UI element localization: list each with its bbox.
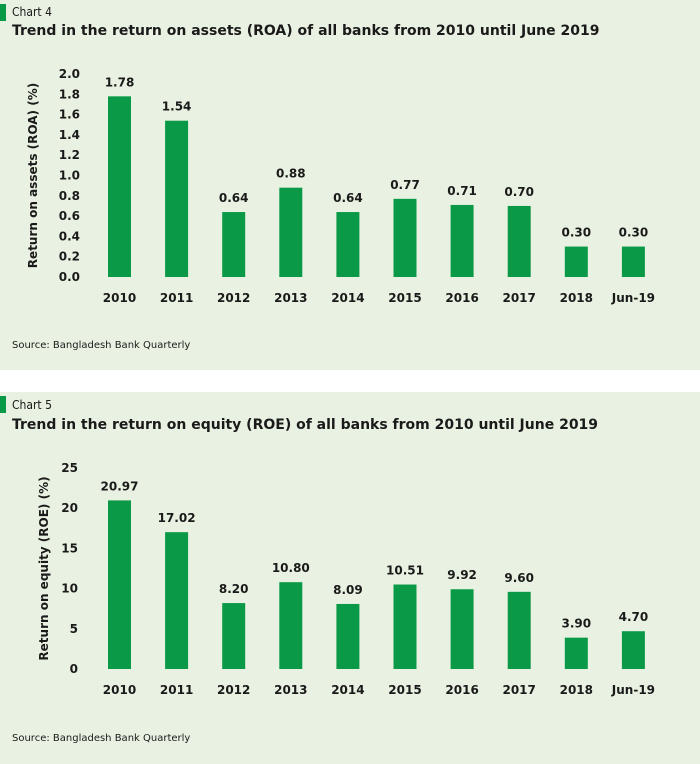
bar [165,120,189,277]
x-tick-label: 2014 [331,683,364,697]
data-label: 0.71 [447,184,477,198]
roe-bar-chart: 0 5 10 15 20 25 Return on equity (ROE) (%) 20.9… [37,461,655,697]
y-tick-label: 15 [61,541,78,555]
bar [393,584,417,669]
bar [165,532,189,669]
y-tick-label: 5 [70,622,78,636]
chart-title: Trend in the return on equity (ROE) of a… [12,417,599,433]
x-tick-label: 2010 [103,291,136,305]
bar [564,246,588,277]
data-label: 1.78 [105,75,135,89]
y-tick-label: 0.6 [59,209,80,223]
chart-marker [0,396,6,413]
y-tick-label: 1.2 [59,148,80,162]
y-tick-label: 10 [61,582,78,596]
y-axis-label: Return on equity (ROE) (%) [37,476,51,660]
y-tick-label: 0.4 [59,229,80,243]
x-tick-label: 2013 [274,291,307,305]
x-tick-label: 2010 [103,683,136,697]
y-tick-label: 1.4 [59,128,80,142]
data-label: 17.02 [158,511,196,525]
roe-chart-panel: Chart 5 Trend in the return on equity (R… [0,392,700,764]
data-label: 0.88 [276,167,306,181]
data-label: 8.20 [219,582,249,596]
y-axis-label: Return on assets (ROA) (%) [26,83,40,268]
data-label: 4.70 [619,610,649,624]
bar [336,212,360,277]
x-tick-label: 2014 [331,291,364,305]
x-tick-label: Jun-19 [611,683,655,697]
y-tick-label: 2.0 [59,67,80,81]
x-tick-label: 2011 [160,291,193,305]
data-label: 0.30 [561,226,591,240]
y-tick-label: 1.0 [59,169,80,183]
bar [507,591,531,669]
source-note: Source: Bangladesh Bank Quarterly [12,340,191,351]
y-tick-label: 1.6 [59,108,80,122]
data-label: 9.60 [504,571,534,585]
y-tick-label: 0.8 [59,189,80,203]
y-tick-label: 20 [61,501,78,515]
bar [450,204,474,277]
bar [621,631,645,669]
data-label: 3.90 [561,617,591,631]
x-tick-label: 2018 [560,683,593,697]
x-tick-label: 2017 [502,683,535,697]
x-tick-label: 2011 [160,683,193,697]
x-tick-label: Jun-19 [611,291,655,305]
y-tick-label: 0 [70,662,78,676]
y-tick-label: 0.2 [59,250,80,264]
y-tick-label: 25 [61,461,78,475]
source-note: Source: Bangladesh Bank Quarterly [12,733,191,744]
data-label: 0.64 [219,191,249,205]
data-label: 0.70 [504,185,534,199]
x-tick-label: 2012 [217,683,250,697]
x-tick-label: 2016 [445,683,478,697]
data-label: 20.97 [101,479,139,493]
data-label: 10.80 [272,561,310,575]
y-tick-label: 0.0 [59,270,80,284]
data-label: 10.51 [386,563,424,577]
y-tick-label: 1.8 [59,87,80,101]
bar [108,96,131,277]
bar [279,187,303,277]
data-label: 0.30 [619,226,649,240]
roa-bar-chart: 0.0 0.2 0.4 0.6 0.8 1.0 1.2 1.4 1.6 1.8 2.0 Return … [26,67,655,305]
data-label: 8.09 [333,583,363,597]
chart-number: Chart 4 [12,5,52,19]
roa-chart-panel: Chart 4 Trend in the return on assets (R… [0,0,700,370]
data-label: 1.54 [162,100,192,114]
bar [450,589,474,669]
data-label: 0.64 [333,191,363,205]
bar [222,212,246,277]
x-tick-label: 2018 [560,291,593,305]
x-tick-label: 2015 [388,291,421,305]
x-tick-label: 2012 [217,291,250,305]
bar [621,246,645,277]
chart-title: Trend in the return on assets (ROA) of a… [12,23,600,39]
chart-marker [0,4,6,21]
chart-number: Chart 5 [12,398,52,412]
bar [336,603,360,669]
x-tick-label: 2016 [445,291,478,305]
x-tick-label: 2017 [502,291,535,305]
x-tick-label: 2013 [274,683,307,697]
bar [279,582,303,669]
bar [222,603,246,669]
bar [564,637,588,669]
x-tick-label: 2015 [388,683,421,697]
bar [108,500,131,669]
data-label: 9.92 [447,568,477,582]
bar [393,198,417,277]
data-label: 0.77 [390,178,420,192]
bar [507,205,531,277]
